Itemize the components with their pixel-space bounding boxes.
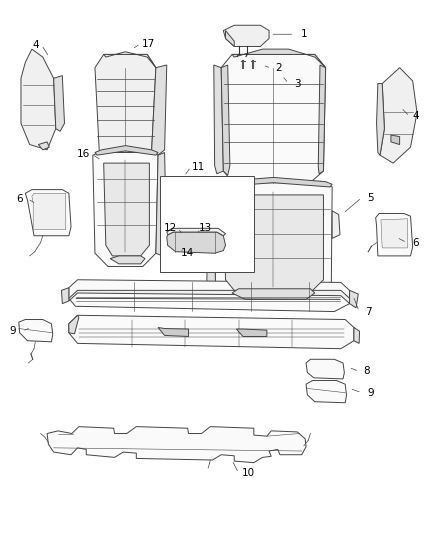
- Polygon shape: [376, 214, 413, 256]
- Polygon shape: [221, 54, 325, 184]
- Polygon shape: [32, 193, 66, 229]
- Text: 13: 13: [198, 223, 212, 233]
- Text: 4: 4: [413, 111, 419, 122]
- Text: 9: 9: [9, 326, 16, 336]
- Polygon shape: [377, 84, 385, 155]
- Polygon shape: [69, 316, 354, 349]
- Polygon shape: [226, 30, 234, 46]
- Polygon shape: [104, 52, 156, 68]
- Text: 14: 14: [181, 248, 194, 259]
- Polygon shape: [214, 177, 332, 187]
- Polygon shape: [110, 256, 145, 264]
- Polygon shape: [95, 54, 156, 152]
- Polygon shape: [223, 25, 269, 46]
- Polygon shape: [69, 280, 350, 312]
- Polygon shape: [19, 319, 53, 342]
- Polygon shape: [47, 426, 306, 463]
- Polygon shape: [69, 316, 79, 334]
- Polygon shape: [95, 146, 158, 155]
- Polygon shape: [25, 190, 71, 236]
- Polygon shape: [69, 290, 350, 304]
- Polygon shape: [53, 76, 64, 131]
- Polygon shape: [237, 329, 267, 336]
- Text: 3: 3: [294, 78, 300, 88]
- Polygon shape: [381, 219, 407, 248]
- Text: 5: 5: [367, 192, 373, 203]
- Text: 11: 11: [192, 162, 205, 172]
- Text: 8: 8: [364, 367, 370, 376]
- Text: 6: 6: [16, 193, 23, 204]
- Polygon shape: [380, 68, 417, 163]
- Polygon shape: [391, 135, 399, 144]
- Polygon shape: [39, 142, 49, 150]
- Polygon shape: [61, 288, 69, 304]
- Text: 7: 7: [365, 306, 371, 317]
- Polygon shape: [21, 49, 56, 150]
- Text: 12: 12: [164, 223, 177, 233]
- Polygon shape: [350, 290, 358, 308]
- Polygon shape: [167, 232, 226, 253]
- Bar: [160, 176, 254, 272]
- Polygon shape: [156, 152, 167, 256]
- Polygon shape: [221, 65, 230, 175]
- Polygon shape: [306, 359, 344, 379]
- Polygon shape: [306, 381, 346, 403]
- Polygon shape: [332, 211, 340, 238]
- Polygon shape: [167, 228, 226, 236]
- Polygon shape: [207, 184, 215, 290]
- Text: 10: 10: [242, 469, 255, 478]
- Polygon shape: [214, 183, 332, 301]
- Polygon shape: [223, 195, 323, 290]
- Polygon shape: [104, 163, 149, 256]
- Polygon shape: [354, 327, 360, 343]
- Text: 6: 6: [413, 238, 419, 248]
- Text: 9: 9: [367, 387, 374, 398]
- Text: 1: 1: [300, 29, 307, 39]
- Polygon shape: [214, 65, 223, 174]
- Polygon shape: [206, 211, 214, 238]
- Polygon shape: [158, 327, 188, 336]
- Text: 2: 2: [276, 63, 283, 73]
- Polygon shape: [93, 152, 158, 266]
- Polygon shape: [232, 49, 325, 68]
- Polygon shape: [318, 65, 325, 174]
- Polygon shape: [152, 65, 167, 155]
- Text: 4: 4: [32, 40, 39, 50]
- Polygon shape: [232, 289, 315, 300]
- Text: 16: 16: [77, 149, 90, 159]
- Text: 17: 17: [142, 39, 155, 49]
